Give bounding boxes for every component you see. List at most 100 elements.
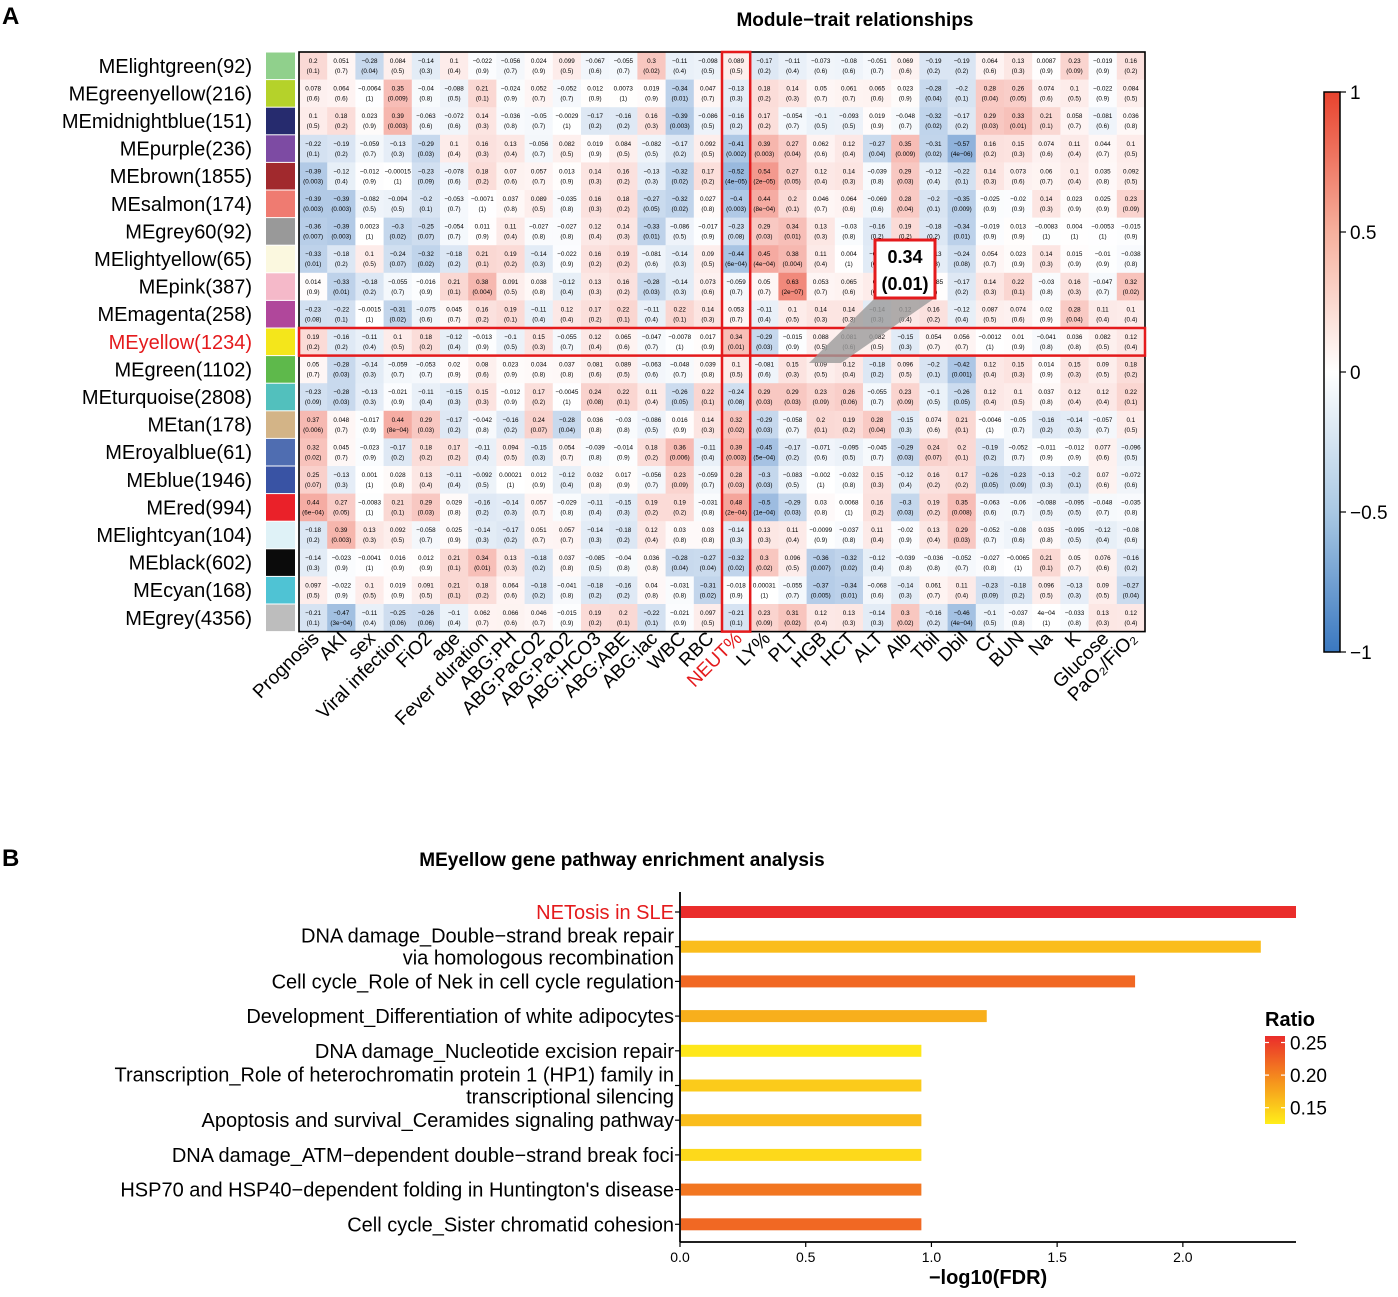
cell-correlation: −0.027 <box>529 224 549 231</box>
cell-pvalue: (0.2) <box>983 454 996 461</box>
cell-pvalue: (0.4) <box>673 68 686 75</box>
cell-correlation: −0.39 <box>333 224 349 231</box>
heatmap-cell <box>299 328 328 356</box>
cell-pvalue: (0.003) <box>388 123 408 130</box>
cell-pvalue: (0.4) <box>983 372 996 379</box>
cell-pvalue: (0.6) <box>842 206 855 213</box>
heatmap-cell <box>834 521 864 550</box>
cell-pvalue: (0.3) <box>391 151 404 158</box>
cell-pvalue: (0.5) <box>1012 399 1025 406</box>
cell-pvalue: (0.02) <box>305 454 321 461</box>
cell-correlation: 0.1 <box>365 251 374 258</box>
cell-correlation: −0.086 <box>642 417 662 424</box>
cell-pvalue: (0.7) <box>786 427 799 434</box>
row-label: MEpink(387) <box>139 277 252 299</box>
heatmap-cell <box>1088 272 1118 301</box>
cell-pvalue: (0.9) <box>391 565 404 572</box>
heatmap-cell <box>327 466 356 494</box>
heatmap-cell <box>919 383 948 412</box>
cell-pvalue: (0.8) <box>1040 289 1053 296</box>
cell-pvalue: (0.6) <box>927 427 940 434</box>
heatmap-cell <box>693 410 723 439</box>
heatmap-cell <box>496 493 525 522</box>
heatmap-cell <box>1032 383 1061 412</box>
heatmap-cell <box>778 604 807 632</box>
cell-pvalue: (0.4) <box>983 399 996 406</box>
heatmap-cell <box>778 134 807 163</box>
heatmap-cell <box>383 300 413 329</box>
cell-correlation: 0.14 <box>476 113 489 120</box>
pathway-bar <box>681 975 1136 988</box>
heatmap-cell <box>722 162 751 191</box>
heatmap-cell <box>947 410 977 439</box>
heatmap-cell <box>440 604 469 632</box>
heatmap-cell <box>1060 300 1089 329</box>
heatmap-cell <box>581 355 610 384</box>
cell-correlation: 0.05 <box>307 362 320 369</box>
cell-correlation: −0.15 <box>615 500 631 507</box>
cell-correlation: 0.16 <box>476 306 489 313</box>
heatmap-cell <box>1004 217 1033 246</box>
cell-pvalue: (0.9) <box>1096 206 1109 213</box>
heatmap-cell <box>496 383 525 412</box>
cell-correlation: 0.19 <box>307 334 320 341</box>
heatmap-cell <box>891 438 920 467</box>
cell-correlation: 0.097 <box>305 582 321 589</box>
heatmap-cell <box>919 79 948 108</box>
heatmap-cell <box>806 300 836 329</box>
cell-correlation: −0.045 <box>867 444 887 451</box>
cell-pvalue: (0.4) <box>1124 620 1137 627</box>
cell-correlation: 0.064 <box>503 582 519 589</box>
cell-correlation: −0.28 <box>644 279 660 286</box>
cell-pvalue: (0.7) <box>1012 454 1025 461</box>
cell-correlation: 0.22 <box>617 389 630 396</box>
cell-pvalue: (0.5) <box>1124 151 1137 158</box>
heatmap-cell <box>327 300 356 329</box>
cell-pvalue: (0.8) <box>617 565 630 572</box>
cell-correlation: −0.033 <box>1065 610 1085 617</box>
heatmap-cell <box>863 604 892 632</box>
heatmap-cell <box>722 245 751 274</box>
heatmap-cell <box>524 52 554 80</box>
cell-pvalue: (0.004) <box>783 261 803 268</box>
heatmap-cell <box>919 162 948 191</box>
heatmap-cell <box>440 162 469 191</box>
cell-correlation: −0.018 <box>726 582 746 589</box>
heatmap-cell <box>806 438 836 467</box>
cell-correlation: 0.02 <box>1040 306 1053 313</box>
cell-correlation: −0.11 <box>362 610 378 617</box>
cell-pvalue: (0.9) <box>1012 344 1025 351</box>
cell-pvalue: (0.009) <box>952 206 972 213</box>
cell-pvalue: (0.9) <box>673 427 686 434</box>
cell-correlation: −0.027 <box>557 224 577 231</box>
cell-correlation: 0.24 <box>589 389 602 396</box>
heatmap-cell <box>975 272 1005 301</box>
heatmap-cell <box>440 355 469 384</box>
cell-pvalue: (0.2) <box>955 482 968 489</box>
heatmap-cell <box>778 52 807 80</box>
cell-pvalue: (0.3) <box>899 344 912 351</box>
cell-correlation: 0.069 <box>897 58 913 65</box>
cell-pvalue: (0.9) <box>476 68 489 75</box>
cell-pvalue: (0.4) <box>814 620 827 627</box>
heatmap-cell <box>355 438 384 467</box>
heatmap-cell <box>693 107 723 136</box>
cell-correlation: 0.19 <box>589 610 602 617</box>
heatmap-cell <box>665 162 695 191</box>
cell-pvalue: (0.4) <box>955 316 968 323</box>
cell-pvalue: (0.03) <box>756 344 772 351</box>
cell-correlation: 0.082 <box>559 141 575 148</box>
cell-correlation: −0.36 <box>813 555 829 562</box>
cell-pvalue: (0.7) <box>1096 510 1109 517</box>
ratio-legend-title: Ratio <box>1265 1009 1315 1031</box>
heatmap-cell <box>299 438 328 467</box>
heatmap-cell <box>637 438 666 467</box>
cell-pvalue: (0.04) <box>1123 592 1139 599</box>
heatmap-cell <box>750 79 779 108</box>
cell-pvalue: (0.7) <box>391 289 404 296</box>
row-label: MElightcyan(104) <box>96 525 252 547</box>
heatmap-cell <box>891 576 920 605</box>
colorbar-tick-label: 1 <box>1350 83 1361 104</box>
cell-pvalue: (0.8) <box>448 510 461 517</box>
